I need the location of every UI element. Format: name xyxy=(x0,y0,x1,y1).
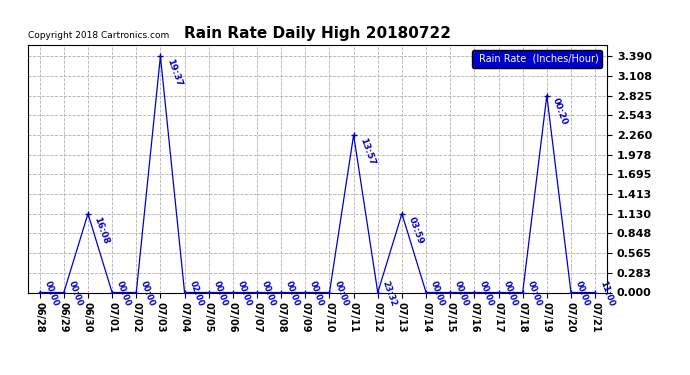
Text: 00:00: 00:00 xyxy=(212,280,229,308)
Text: 00:00: 00:00 xyxy=(429,280,446,308)
Text: 00:00: 00:00 xyxy=(453,280,471,308)
Text: 00:00: 00:00 xyxy=(477,280,495,308)
Text: 00:20: 00:20 xyxy=(551,97,569,127)
Text: 00:00: 00:00 xyxy=(333,280,350,308)
Text: 00:00: 00:00 xyxy=(115,280,132,308)
Text: 16:08: 16:08 xyxy=(92,215,110,245)
Text: 00:00: 00:00 xyxy=(284,280,302,308)
Text: 11:00: 11:00 xyxy=(598,280,615,308)
Text: 00:00: 00:00 xyxy=(43,280,60,308)
Legend: Rain Rate  (Inches/Hour): Rain Rate (Inches/Hour) xyxy=(472,50,602,68)
Text: 00:00: 00:00 xyxy=(67,280,84,308)
Text: 00:00: 00:00 xyxy=(574,280,591,308)
Text: 00:00: 00:00 xyxy=(139,280,157,308)
Text: 23:32: 23:32 xyxy=(381,280,398,308)
Text: 00:00: 00:00 xyxy=(308,280,326,308)
Text: 03:59: 03:59 xyxy=(406,215,424,245)
Title: Rain Rate Daily High 20180722: Rain Rate Daily High 20180722 xyxy=(184,26,451,41)
Text: 00:00: 00:00 xyxy=(502,280,519,308)
Text: 02:00: 02:00 xyxy=(188,280,205,308)
Text: 00:00: 00:00 xyxy=(526,280,543,308)
Text: 00:00: 00:00 xyxy=(236,280,253,308)
Text: Copyright 2018 Cartronics.com: Copyright 2018 Cartronics.com xyxy=(28,31,169,40)
Text: 19:37: 19:37 xyxy=(165,57,183,88)
Text: 13:57: 13:57 xyxy=(358,136,376,166)
Text: 00:00: 00:00 xyxy=(260,280,277,308)
